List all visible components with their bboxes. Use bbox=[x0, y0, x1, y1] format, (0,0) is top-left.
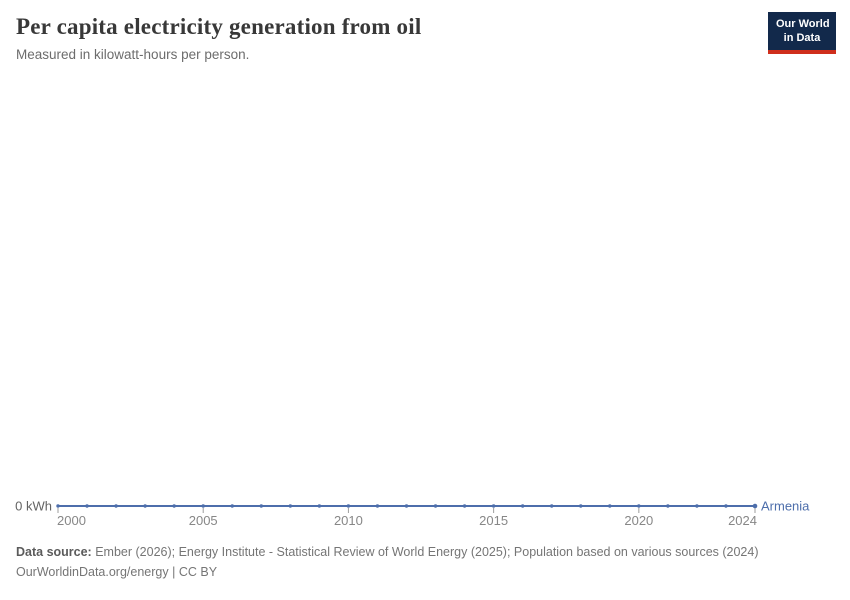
page-title: Per capita electricity generation from o… bbox=[16, 14, 422, 39]
x-axis-tick-label: 2024 bbox=[728, 513, 757, 528]
data-point[interactable] bbox=[346, 504, 351, 508]
x-axis-tick-label: 2010 bbox=[334, 513, 363, 528]
x-axis-tick-label: 2015 bbox=[479, 513, 508, 528]
entity-label-armenia[interactable]: Armenia bbox=[761, 498, 810, 513]
data-point[interactable] bbox=[259, 504, 263, 508]
data-point[interactable] bbox=[462, 504, 467, 508]
data-point[interactable] bbox=[608, 504, 612, 508]
data-point[interactable] bbox=[666, 504, 670, 508]
chart-header: Per capita electricity generation from o… bbox=[0, 0, 850, 62]
data-point[interactable] bbox=[724, 504, 728, 508]
data-point[interactable] bbox=[550, 504, 554, 508]
owid-url-link[interactable]: OurWorldinData.org/energy bbox=[16, 565, 169, 580]
owid-logo-text-line1: Our World bbox=[776, 18, 830, 30]
x-axis-tick-label: 2000 bbox=[57, 513, 86, 528]
data-point[interactable] bbox=[317, 504, 322, 508]
data-point[interactable] bbox=[695, 504, 699, 508]
data-point[interactable] bbox=[230, 504, 234, 508]
data-point[interactable] bbox=[172, 504, 176, 508]
owid-logo-text-line2: in Data bbox=[783, 32, 821, 45]
chart-footer: Data source: Ember (2026); Energy Instit… bbox=[0, 540, 850, 583]
separator: | bbox=[168, 565, 179, 580]
attribution-line: OurWorldinData.org/energy | CC BY bbox=[16, 562, 834, 583]
data-point[interactable] bbox=[520, 504, 525, 508]
data-point[interactable] bbox=[433, 504, 438, 508]
data-source-text: Ember (2026); Energy Institute - Statist… bbox=[91, 544, 759, 559]
owid-logo[interactable]: Our World in Data bbox=[768, 12, 836, 54]
x-axis-tick-label: 2020 bbox=[624, 513, 653, 528]
data-point[interactable] bbox=[114, 504, 118, 508]
data-point[interactable] bbox=[375, 504, 380, 508]
data-source-line: Data source: Ember (2026); Energy Instit… bbox=[16, 542, 834, 563]
data-source-label: Data source: bbox=[16, 544, 92, 559]
y-axis-zero-label: 0 kWh bbox=[15, 498, 52, 513]
data-point[interactable] bbox=[56, 504, 60, 508]
data-point[interactable] bbox=[288, 504, 293, 508]
data-point[interactable] bbox=[491, 504, 496, 508]
data-point[interactable] bbox=[637, 504, 641, 508]
x-axis-tick-label: 2005 bbox=[189, 513, 218, 528]
data-point[interactable] bbox=[201, 504, 205, 508]
data-point[interactable] bbox=[404, 504, 409, 508]
data-point[interactable] bbox=[579, 504, 583, 508]
data-point[interactable] bbox=[752, 503, 758, 509]
line-chart-svg[interactable]: 2000 2005 2010 2015 2020 2024 0 kWh Armenia bbox=[0, 62, 850, 540]
license-link[interactable]: CC BY bbox=[178, 565, 218, 580]
data-point[interactable] bbox=[143, 504, 147, 508]
chart-subtitle: Measured in kilowatt-hours per person. bbox=[16, 46, 250, 62]
data-point[interactable] bbox=[85, 504, 89, 508]
